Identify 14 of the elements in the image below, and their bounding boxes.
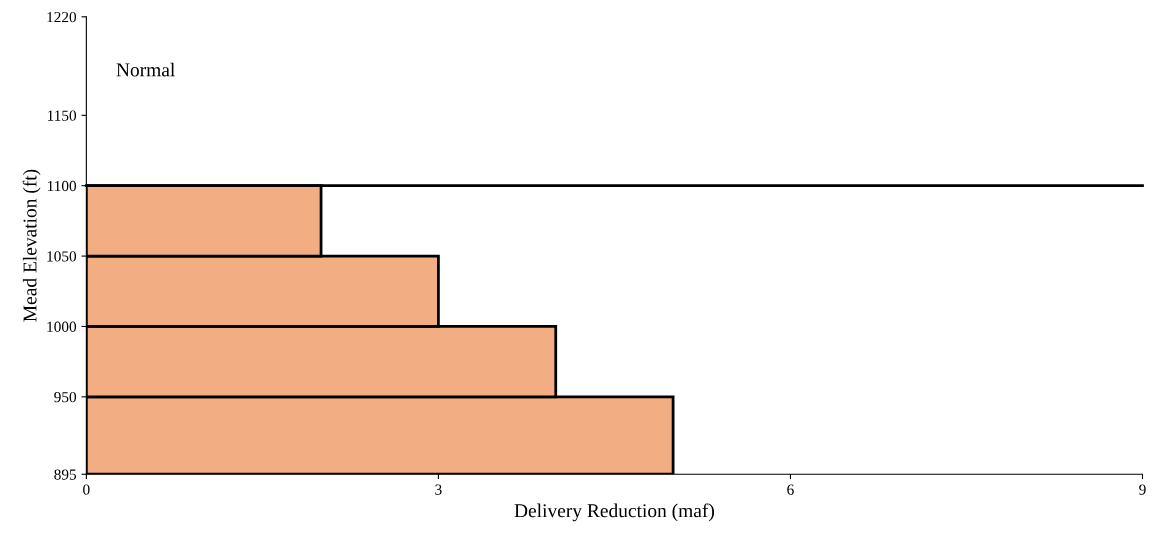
x-tick-label: 3 xyxy=(435,484,442,495)
x-axis-title: Delivery Reduction (maf) xyxy=(514,503,714,522)
x-tick-label: 9 xyxy=(1139,484,1146,495)
annotation: Normal xyxy=(116,62,175,77)
y-tick-label: 1050 xyxy=(47,251,77,262)
x-tick-label: 6 xyxy=(787,484,794,495)
x-tick-label: 0 xyxy=(83,484,90,495)
y-axis-title: Mead Elevation (ft) xyxy=(22,169,41,322)
y-tick-label: 950 xyxy=(54,391,77,403)
y-tick-label: 1000 xyxy=(47,321,77,332)
y-tick-label: 1150 xyxy=(48,110,77,121)
y-tick-label: 1220 xyxy=(47,11,77,23)
y-tick-label: 1100 xyxy=(48,180,77,192)
y-tick-label: 895 xyxy=(54,469,77,480)
